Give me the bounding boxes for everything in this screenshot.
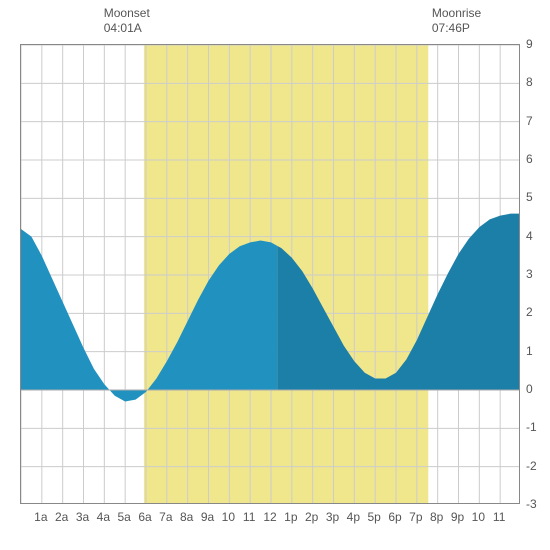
plot-area bbox=[20, 44, 520, 504]
y-tick-label: 7 bbox=[526, 114, 533, 128]
moonset-title: Moonset bbox=[104, 6, 150, 21]
x-tick-label: 9a bbox=[201, 510, 214, 524]
x-tick-label: 8a bbox=[180, 510, 193, 524]
tide-chart: Moonset 04:01A Moonrise 07:46P -3-2-1012… bbox=[0, 0, 550, 550]
x-tick-label: 2p bbox=[305, 510, 318, 524]
x-tick-label: 5a bbox=[117, 510, 130, 524]
moonrise-time: 07:46P bbox=[432, 21, 481, 36]
plot-svg bbox=[21, 45, 520, 504]
x-tick-label: 6a bbox=[138, 510, 151, 524]
x-axis: 1a 2a 3a 4a 5a 6a 7a 8a 9a 10 11 12 1p 2p 3p 4p 5p 6p 7p 8p… bbox=[20, 510, 520, 534]
moonset-label: Moonset 04:01A bbox=[104, 6, 150, 36]
x-tick-label: 3p bbox=[326, 510, 339, 524]
x-tick-label: 2a bbox=[55, 510, 68, 524]
y-tick-label: 6 bbox=[526, 152, 533, 166]
x-tick-label: 3a bbox=[76, 510, 89, 524]
y-tick-label: 1 bbox=[526, 344, 533, 358]
x-tick-label: 5p bbox=[367, 510, 380, 524]
x-tick-label: 12 bbox=[263, 510, 276, 524]
x-tick-label: 11 bbox=[243, 510, 255, 524]
y-tick-label: 3 bbox=[526, 267, 533, 281]
moonset-time: 04:01A bbox=[104, 21, 150, 36]
x-tick-label: 9p bbox=[451, 510, 464, 524]
y-tick-label: -3 bbox=[526, 497, 537, 511]
top-annotations: Moonset 04:01A Moonrise 07:46P bbox=[0, 6, 550, 46]
moonrise-label: Moonrise 07:46P bbox=[432, 6, 481, 36]
x-tick-label: 8p bbox=[430, 510, 443, 524]
x-tick-label: 1a bbox=[34, 510, 47, 524]
x-tick-label: 4p bbox=[347, 510, 360, 524]
x-tick-label: 7p bbox=[409, 510, 422, 524]
x-tick-label: 10 bbox=[472, 510, 485, 524]
y-tick-label: 2 bbox=[526, 305, 533, 319]
x-tick-label: 10 bbox=[222, 510, 235, 524]
x-tick-label: 6p bbox=[388, 510, 401, 524]
x-tick-label: 11 bbox=[493, 510, 505, 524]
y-tick-label: 9 bbox=[526, 37, 533, 51]
x-tick-label: 4a bbox=[97, 510, 110, 524]
moonrise-title: Moonrise bbox=[432, 6, 481, 21]
y-tick-label: 0 bbox=[526, 382, 533, 396]
x-tick-label: 1p bbox=[284, 510, 297, 524]
y-tick-label: -2 bbox=[526, 459, 537, 473]
y-tick-label: 4 bbox=[526, 229, 533, 243]
y-tick-label: 8 bbox=[526, 75, 533, 89]
y-tick-label: 5 bbox=[526, 190, 533, 204]
x-tick-label: 7a bbox=[159, 510, 172, 524]
y-tick-label: -1 bbox=[526, 420, 537, 434]
y-axis: -3-2-10123456789 bbox=[524, 44, 548, 504]
